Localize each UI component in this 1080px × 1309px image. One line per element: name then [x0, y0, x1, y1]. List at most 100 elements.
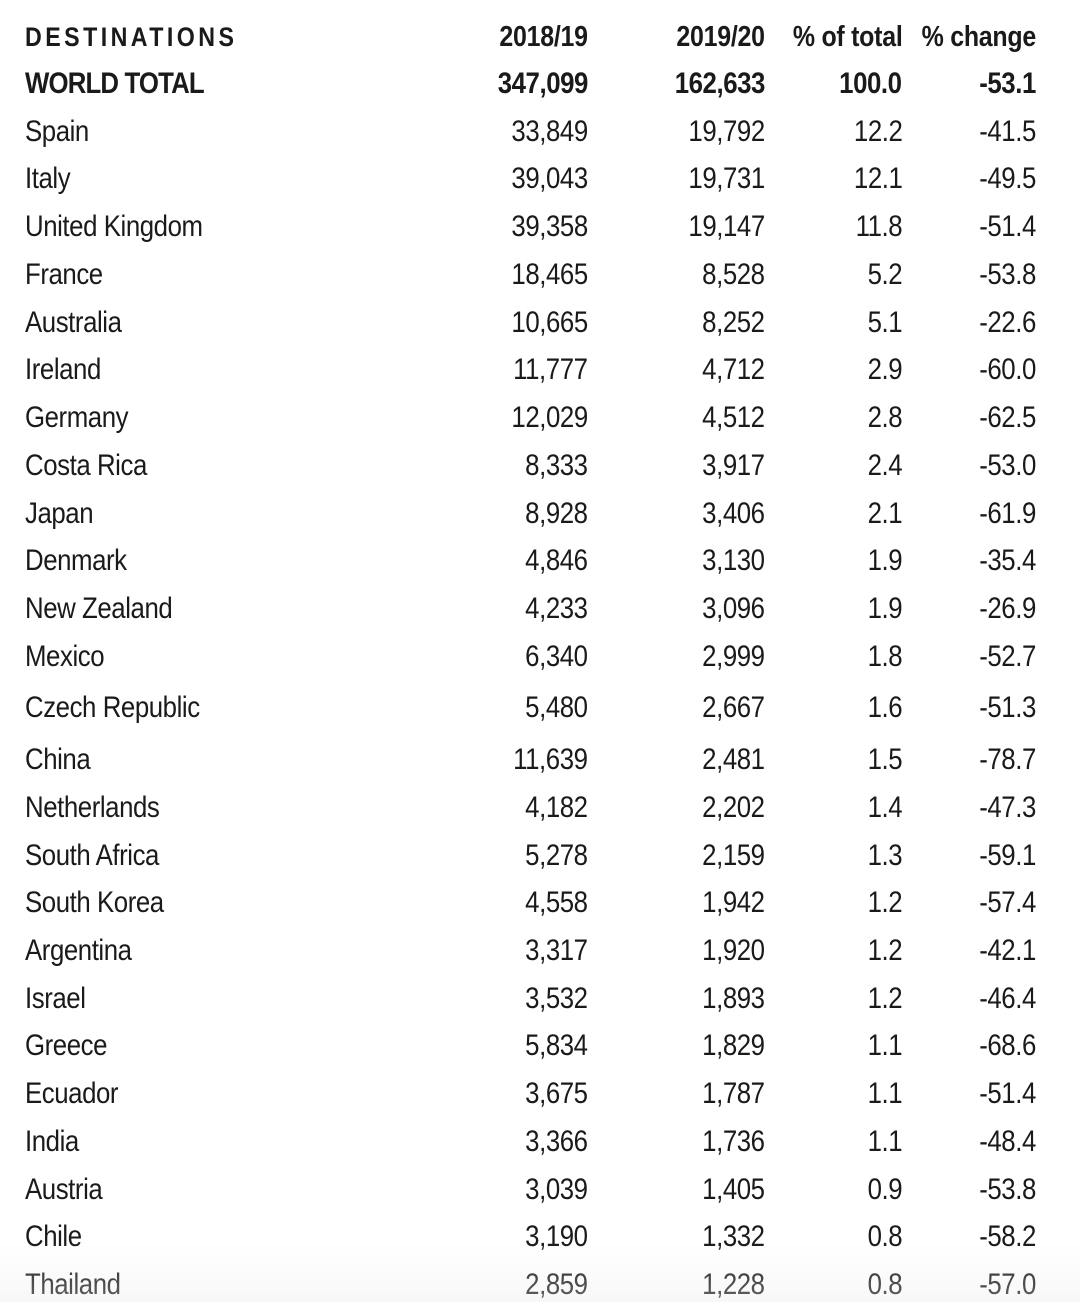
percent-of-total: 12.1: [853, 162, 903, 195]
value-2019-20: 19,147: [688, 210, 766, 243]
destination-name: France: [25, 258, 103, 291]
value-2019-20: 2,667: [702, 691, 766, 724]
table-row: Costa Rica 8,333 3,917 2.4 -53.0: [0, 442, 1080, 490]
value-2019-20: 2,159: [702, 839, 766, 872]
table-row: Netherlands 4,182 2,202 1.4 -47.3: [0, 784, 1080, 832]
value-2018-19: 8,928: [525, 497, 589, 530]
percent-change: -42.1: [979, 934, 1036, 967]
percent-of-total: 1.2: [867, 982, 902, 1015]
value-2018-19: 3,675: [525, 1077, 589, 1110]
table-row: Chile 3,190 1,332 0.8 -58.2: [0, 1213, 1080, 1261]
value-2019-20: 3,917: [702, 449, 766, 482]
destination-name: India: [25, 1125, 79, 1158]
percent-change: -22.6: [979, 306, 1036, 339]
value-2019-20: 8,528: [702, 258, 766, 291]
percent-of-total: 0.9: [867, 1173, 902, 1206]
table-row: South Korea 4,558 1,942 1.2 -57.4: [0, 879, 1080, 927]
table-row: China 11,639 2,481 1.5 -78.7: [0, 736, 1080, 784]
table-row: Thailand 2,859 1,228 0.8 -57.0: [0, 1261, 1080, 1309]
destination-name: Netherlands: [25, 791, 160, 824]
destination-name: United Kingdom: [25, 210, 203, 243]
percent-change: -46.4: [979, 982, 1036, 1015]
destination-name: Argentina: [25, 934, 132, 967]
percent-change: -58.2: [979, 1220, 1036, 1253]
value-2019-20: 4,712: [702, 353, 766, 386]
percent-change: -60.0: [979, 353, 1036, 386]
table-row: Denmark 4,846 3,130 1.9 -35.4: [0, 537, 1080, 585]
percent-of-total: 1.2: [867, 934, 902, 967]
table-row: Italy 39,043 19,731 12.1 -49.5: [0, 155, 1080, 203]
percent-change: -57.4: [979, 886, 1036, 919]
value-2019-20: 3,130: [702, 544, 766, 577]
percent-change: -35.4: [979, 544, 1036, 577]
value-2018-19: 4,182: [525, 791, 589, 824]
percent-change: -52.7: [979, 640, 1036, 673]
destination-name: Italy: [25, 162, 71, 195]
percent-of-total: 2.1: [867, 497, 902, 530]
destination-name: Mexico: [25, 640, 105, 673]
percent-of-total: 1.1: [867, 1125, 902, 1158]
destination-name: South Korea: [25, 886, 164, 919]
percent-of-total: 11.8: [855, 210, 902, 243]
value-2019-20: 3,096: [702, 592, 766, 625]
value-2018-19: 4,558: [525, 886, 589, 919]
header-percent-of-total: % of total: [792, 21, 902, 53]
value-2018-19: 4,233: [525, 592, 589, 625]
value-2018-19: 5,480: [525, 691, 589, 724]
destination-name: New Zealand: [25, 592, 173, 625]
value-2018-19: 5,834: [525, 1029, 589, 1062]
value-2018-19: 3,317: [525, 934, 589, 967]
percent-of-total: 0.8: [867, 1268, 902, 1301]
percent-of-total: 0.8: [867, 1220, 902, 1253]
percent-of-total: 2.8: [867, 401, 902, 434]
percent-change: -53.8: [979, 258, 1036, 291]
percent-change: -48.4: [979, 1125, 1036, 1158]
percent-of-total: 1.3: [867, 839, 902, 872]
value-2018-19: 2,859: [525, 1268, 589, 1301]
destination-name: Spain: [25, 115, 89, 148]
destination-name: Austria: [25, 1173, 103, 1206]
value-2019-20: 1,893: [702, 982, 766, 1015]
percent-change: -47.3: [979, 791, 1036, 824]
header-2018-19: 2018/19: [499, 21, 589, 53]
percent-change: -51.4: [979, 1077, 1036, 1110]
percent-of-total: 1.6: [867, 691, 902, 724]
destination-name: Czech Republic: [25, 691, 200, 724]
table-row: Spain 33,849 19,792 12.2 -41.5: [0, 108, 1080, 156]
value-2019-20: 2,202: [702, 791, 766, 824]
header-destinations: DESTINATIONS: [25, 22, 238, 52]
value-2018-19: 11,639: [513, 743, 589, 776]
percent-of-total: 1.1: [867, 1029, 902, 1062]
destination-name: Greece: [25, 1029, 108, 1062]
total-percent-of-total: 100.0: [839, 67, 903, 100]
value-2019-20: 1,942: [702, 886, 766, 919]
value-2019-20: 1,829: [702, 1029, 766, 1062]
value-2019-20: 2,999: [702, 640, 766, 673]
header-percent-change: % change: [921, 21, 1037, 53]
destination-name: Ecuador: [25, 1077, 119, 1110]
value-2018-19: 6,340: [525, 640, 589, 673]
destination-name: Germany: [25, 401, 129, 434]
percent-change: -78.7: [979, 743, 1036, 776]
value-2018-19: 3,366: [525, 1125, 589, 1158]
table-row: Mexico 6,340 2,999 1.8 -52.7: [0, 633, 1080, 681]
value-2019-20: 19,792: [688, 115, 766, 148]
percent-change: -51.4: [979, 210, 1036, 243]
value-2019-20: 8,252: [702, 306, 766, 339]
percent-change: -53.0: [979, 449, 1036, 482]
table-row: Japan 8,928 3,406 2.1 -61.9: [0, 490, 1080, 538]
total-label: WORLD TOTAL: [25, 67, 205, 100]
destination-name: Australia: [25, 306, 122, 339]
total-2019-20: 162,633: [674, 67, 766, 100]
table-row: India 3,366 1,736 1.1 -48.4: [0, 1118, 1080, 1166]
value-2018-19: 39,358: [511, 210, 589, 243]
table-row: France 18,465 8,528 5.2 -53.8: [0, 251, 1080, 299]
table-row: United Kingdom 39,358 19,147 11.8 -51.4: [0, 203, 1080, 251]
percent-of-total: 1.1: [867, 1077, 902, 1110]
percent-of-total: 1.9: [867, 592, 902, 625]
value-2018-19: 3,190: [525, 1220, 589, 1253]
value-2019-20: 1,332: [702, 1220, 766, 1253]
value-2018-19: 3,039: [525, 1173, 589, 1206]
value-2018-19: 39,043: [511, 162, 589, 195]
destination-name: Thailand: [25, 1268, 121, 1301]
